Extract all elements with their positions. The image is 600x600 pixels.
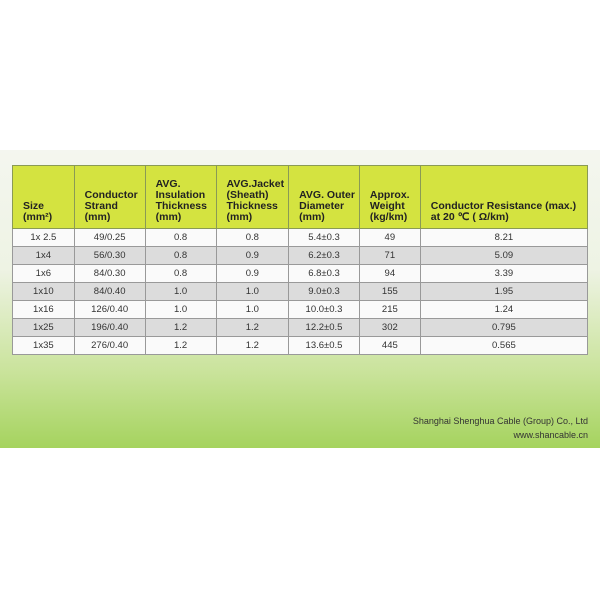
- table-cell: 215: [358, 300, 421, 319]
- table-cell: 1.0: [144, 300, 217, 319]
- table-cell: 1x10: [12, 282, 75, 301]
- table-cell: 0.795: [419, 318, 589, 337]
- table-cell: 1.0: [215, 282, 290, 301]
- table-cell: 1.2: [144, 318, 217, 337]
- table-cell: 71: [358, 246, 421, 265]
- table-cell: 84/0.30: [73, 264, 146, 283]
- table-cell: 1x4: [12, 246, 75, 265]
- table-cell: 12.2±0.5: [288, 318, 360, 337]
- table-row: 1x16 126/0.40 1.0 1.0 10.0±0.3 215 1.24: [12, 300, 589, 319]
- company-name: Shanghai Shenghua Cable (Group) Co., Ltd: [412, 416, 588, 426]
- header-row: Size (mm²) Conductor Strand (mm) AVG. Insu…: [12, 165, 589, 229]
- column-header: AVG.Jacket (Sheath) Thickness (mm): [215, 165, 290, 229]
- table-row: 1x6 84/0.30 0.8 0.9 6.8±0.3 94 3.39: [12, 264, 589, 283]
- table-cell: 445: [358, 336, 421, 355]
- table-cell: 1x6: [12, 264, 75, 283]
- table-cell: 1x 2.5: [12, 228, 75, 247]
- table-cell: 49/0.25: [73, 228, 146, 247]
- table-cell: 9.0±0.3: [288, 282, 360, 301]
- table-cell: 94: [358, 264, 421, 283]
- table-cell: 0.9: [215, 246, 290, 265]
- table-cell: 3.39: [419, 264, 589, 283]
- cable-spec-table: Size (mm²) Conductor Strand (mm) AVG. Insu…: [12, 165, 589, 355]
- table-cell: 10.0±0.3: [288, 300, 360, 319]
- table-cell: 1.95: [419, 282, 589, 301]
- table-cell: 1.2: [144, 336, 217, 355]
- table-row: 1x 2.5 49/0.25 0.8 0.8 5.4±0.3 49 8.21: [12, 228, 589, 247]
- table-cell: 1x16: [12, 300, 75, 319]
- table-cell: 0.565: [419, 336, 589, 355]
- column-header: Size (mm²): [12, 165, 75, 229]
- column-header: Conductor Strand (mm): [73, 165, 146, 229]
- table-cell: 1.0: [144, 282, 217, 301]
- table-cell: 6.8±0.3: [288, 264, 360, 283]
- table-cell: 0.8: [144, 264, 217, 283]
- table-cell: 0.8: [144, 246, 217, 265]
- table-row: 1x35 276/0.40 1.2 1.2 13.6±0.5 445 0.565: [12, 336, 589, 355]
- table-cell: 8.21: [419, 228, 589, 247]
- table-cell: 6.2±0.3: [288, 246, 360, 265]
- table-cell: 276/0.40: [73, 336, 146, 355]
- table-cell: 302: [358, 318, 421, 337]
- column-header: Approx. Weight (kg/km): [358, 165, 421, 229]
- table-cell: 1x35: [12, 336, 75, 355]
- table-cell: 1.2: [215, 336, 290, 355]
- table-cell: 126/0.40: [73, 300, 146, 319]
- table-cell: 155: [358, 282, 421, 301]
- table-row: 1x25 196/0.40 1.2 1.2 12.2±0.5 302 0.795: [12, 318, 589, 337]
- table-cell: 0.8: [144, 228, 217, 247]
- table-cell: 1.0: [215, 300, 290, 319]
- table-cell: 1.2: [215, 318, 290, 337]
- column-header: Conductor Resistance (max.) at 20 ℃ ( Ω/…: [419, 165, 589, 229]
- column-header: AVG. Outer Diameter (mm): [288, 165, 360, 229]
- table-row: 1x4 56/0.30 0.8 0.9 6.2±0.3 71 5.09: [12, 246, 589, 265]
- table-cell: 0.8: [215, 228, 290, 247]
- table-cell: 5.09: [419, 246, 589, 265]
- table-cell: 0.9: [215, 264, 290, 283]
- table-cell: 1.24: [419, 300, 589, 319]
- website-link: www.shancable.cn: [513, 430, 588, 440]
- table-cell: 5.4±0.3: [288, 228, 360, 247]
- table-cell: 56/0.30: [73, 246, 146, 265]
- table-cell: 84/0.40: [73, 282, 146, 301]
- table-cell: 1x25: [12, 318, 75, 337]
- table-cell: 13.6±0.5: [288, 336, 360, 355]
- table-cell: 49: [358, 228, 421, 247]
- table-cell: 196/0.40: [73, 318, 146, 337]
- column-header: AVG. Insulation Thickness (mm): [144, 165, 217, 229]
- table-row: 1x10 84/0.40 1.0 1.0 9.0±0.3 155 1.95: [12, 282, 589, 301]
